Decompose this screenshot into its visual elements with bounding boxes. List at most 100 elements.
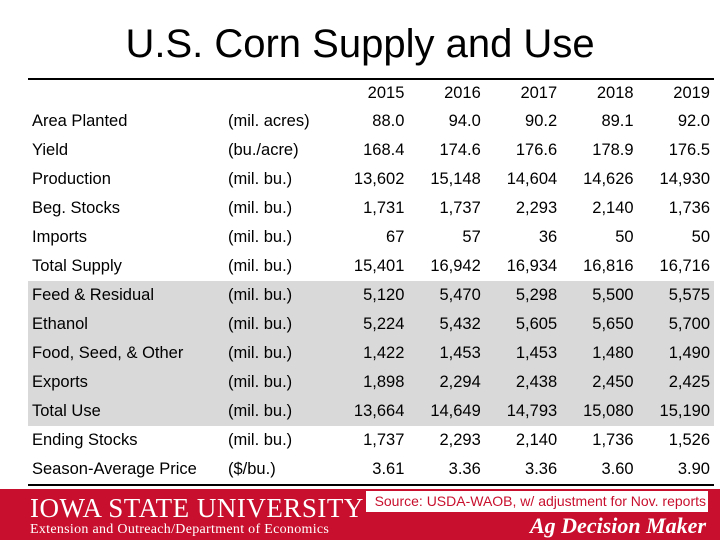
supply-use-table: 2015 2016 2017 2018 2019 Area Planted (mi… xyxy=(28,79,714,486)
value-cell: 176.6 xyxy=(515,141,558,159)
value-cell: 3.36 xyxy=(484,455,562,486)
row-unit: (mil. bu.) xyxy=(228,228,293,246)
table-row: Season-Average Price ($/bu.) 3.61 3.36 3.36 3… xyxy=(28,455,714,486)
value-cell: 15,401 xyxy=(353,257,405,275)
row-label: Feed & Residual xyxy=(28,281,224,310)
value-cell: 5,500 xyxy=(561,281,638,310)
value-cell: 5,224 xyxy=(332,310,409,339)
footer-bar: IOWA STATE UNIVERSITY Extension and Outr… xyxy=(0,489,720,540)
row-label: Food, Seed, & Other xyxy=(28,339,224,368)
table-row: Feed & Residual (mil. bu.) 5,120 5,470 5,298… xyxy=(28,281,714,310)
table-row: Exports (mil. bu.) 1,898 2,294 2,438 2,450 2,4… xyxy=(28,368,714,397)
value-cell: 5,575 xyxy=(637,281,714,310)
page-title: U.S. Corn Supply and Use xyxy=(125,22,595,66)
value-cell: 1,898 xyxy=(332,368,409,397)
value-cell: 2,140 xyxy=(515,431,558,449)
row-unit: (mil. acres) xyxy=(228,112,310,130)
value-cell: 1,490 xyxy=(637,339,714,368)
value-cell: 92.0 xyxy=(677,112,710,130)
header-row: 2015 2016 2017 2018 2019 xyxy=(28,79,714,107)
table-row: Ethanol (mil. bu.) 5,224 5,432 5,605 5,650 5,7… xyxy=(28,310,714,339)
table-row: Total Supply (mil. bu.) 15,401 16,942 16,934… xyxy=(28,252,714,281)
value-cell: 2,294 xyxy=(408,368,485,397)
table-row: Imports (mil. bu.) 67 57 36 50 50 xyxy=(28,223,714,252)
row-unit: ($/bu.) xyxy=(224,455,332,486)
source-note: Source: USDA-WAOB, w/ adjustment for Nov… xyxy=(366,491,708,512)
table-row: Production (mil. bu.) 13,602 15,148 14,604 14… xyxy=(28,165,714,194)
value-cell: 1,422 xyxy=(332,339,409,368)
row-label: Area Planted xyxy=(32,112,128,130)
value-cell: 1,736 xyxy=(592,431,634,449)
value-cell: 16,942 xyxy=(430,257,481,275)
value-cell: 1,737 xyxy=(439,199,481,217)
department-name: Extension and Outreach/Department of Eco… xyxy=(30,522,330,537)
value-cell: 2,438 xyxy=(484,368,562,397)
value-cell: 5,470 xyxy=(408,281,485,310)
value-cell: 2,425 xyxy=(637,368,714,397)
row-label: Exports xyxy=(28,368,224,397)
value-cell: 3.61 xyxy=(332,455,409,486)
value-cell: 5,298 xyxy=(484,281,562,310)
value-cell: 174.6 xyxy=(439,141,481,159)
value-cell: 1,453 xyxy=(408,339,485,368)
row-label: Total Use xyxy=(28,397,224,426)
header-unit-cell xyxy=(224,79,332,107)
value-cell: 3.90 xyxy=(637,455,714,486)
value-cell: 36 xyxy=(538,228,558,246)
row-label: Imports xyxy=(32,228,88,246)
row-unit: (mil. bu.) xyxy=(228,199,293,217)
value-cell: 57 xyxy=(462,228,481,246)
value-cell: 13,602 xyxy=(353,170,405,188)
value-cell: 16,816 xyxy=(583,257,634,275)
value-cell: 3.60 xyxy=(561,455,638,486)
value-cell: 5,650 xyxy=(561,310,638,339)
row-label: Beg. Stocks xyxy=(32,199,121,217)
row-label: Total Supply xyxy=(32,257,122,275)
year-header: 2017 xyxy=(520,83,558,102)
value-cell: 5,432 xyxy=(408,310,485,339)
value-cell: 15,190 xyxy=(637,397,714,426)
brand-logo: Ag Decision Maker xyxy=(530,513,706,538)
row-label: Ethanol xyxy=(28,310,224,339)
value-cell: 94.0 xyxy=(448,112,481,130)
year-header: 2018 xyxy=(596,83,634,102)
university-logo: IOWA STATE UNIVERSITY xyxy=(30,493,364,523)
value-cell: 90.2 xyxy=(525,112,558,130)
value-cell: 1,731 xyxy=(363,199,405,217)
value-cell: 1,480 xyxy=(561,339,638,368)
value-cell: 14,604 xyxy=(506,170,558,188)
table-row: Ending Stocks (mil. bu.) 1,737 2,293 2,140 1,… xyxy=(28,426,714,455)
row-label: Season-Average Price xyxy=(28,455,224,486)
row-unit: (mil. bu.) xyxy=(224,339,332,368)
value-cell: 14,930 xyxy=(659,170,710,188)
value-cell: 14,626 xyxy=(583,170,634,188)
value-cell: 1,526 xyxy=(668,431,710,449)
table-row: Total Use (mil. bu.) 13,664 14,649 14,793 15,… xyxy=(28,397,714,426)
row-unit: (mil. bu.) xyxy=(224,281,332,310)
value-cell: 14,793 xyxy=(484,397,562,426)
table-row: Area Planted (mil. acres) 88.0 94.0 90.2 89.1… xyxy=(28,107,714,136)
value-cell: 2,293 xyxy=(439,431,481,449)
value-cell: 15,148 xyxy=(430,170,481,188)
value-cell: 168.4 xyxy=(363,141,405,159)
row-unit: (mil. bu.) xyxy=(224,310,332,339)
value-cell: 5,700 xyxy=(637,310,714,339)
year-header: 2015 xyxy=(367,83,405,102)
value-cell: 1,737 xyxy=(363,431,405,449)
row-label: Yield xyxy=(32,141,69,159)
row-label: Ending Stocks xyxy=(32,431,138,449)
title-divider xyxy=(28,78,714,80)
value-cell: 16,934 xyxy=(506,257,558,275)
value-cell: 89.1 xyxy=(601,112,634,130)
table-row: Food, Seed, & Other (mil. bu.) 1,422 1,453 1… xyxy=(28,339,714,368)
value-cell: 5,120 xyxy=(332,281,409,310)
value-cell: 67 xyxy=(386,228,405,246)
value-cell: 50 xyxy=(691,228,710,246)
value-cell: 2,140 xyxy=(592,199,634,217)
value-cell: 14,649 xyxy=(408,397,485,426)
year-header: 2016 xyxy=(444,83,481,102)
value-cell: 178.9 xyxy=(592,141,634,159)
value-cell: 13,664 xyxy=(332,397,409,426)
value-cell: 15,080 xyxy=(561,397,638,426)
row-unit: (mil. bu.) xyxy=(228,170,293,188)
